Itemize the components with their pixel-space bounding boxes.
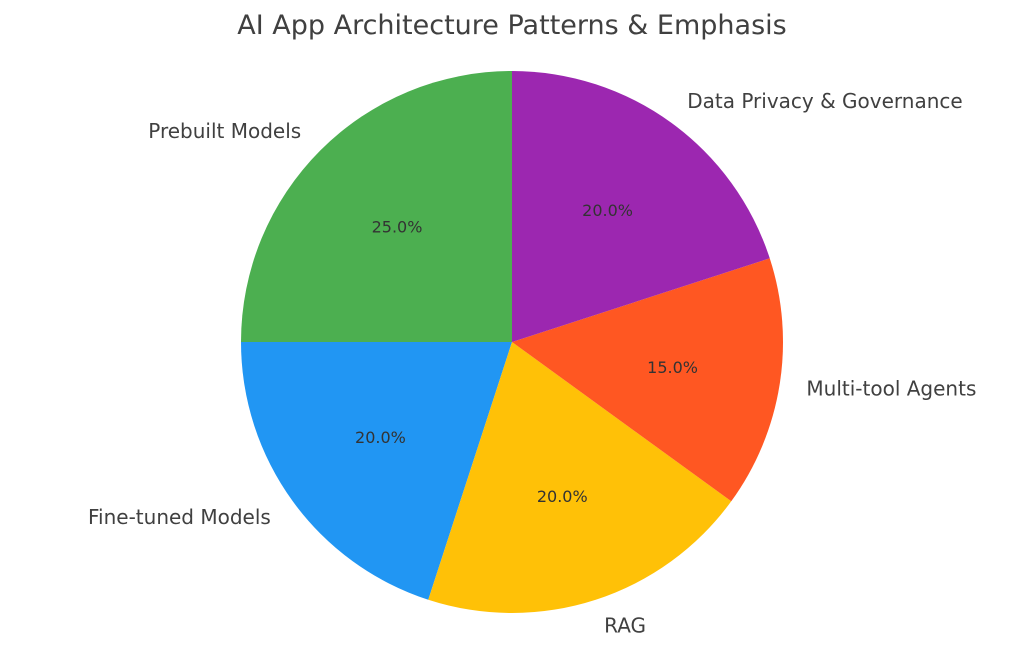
category-label-rag: RAG <box>604 614 646 638</box>
category-label-prebuilt-models: Prebuilt Models <box>148 119 301 143</box>
pie-slice-rag <box>428 342 732 614</box>
pie-slice-multi-tool-agents <box>512 258 783 502</box>
category-label-multi-tool-agents: Multi-tool Agents <box>806 377 976 401</box>
category-label-data-privacy-governance: Data Privacy & Governance <box>687 89 963 113</box>
pct-label-rag: 20.0% <box>537 487 588 506</box>
pie-slices <box>241 71 783 614</box>
pct-label-fine-tuned-models: 20.0% <box>355 428 406 447</box>
pct-label-multi-tool-agents: 15.0% <box>647 358 698 377</box>
pie-slice-data-privacy-governance <box>512 71 770 342</box>
pie-slice-prebuilt-models <box>241 71 512 342</box>
chart-title: AI App Architecture Patterns & Emphasis <box>237 10 786 41</box>
pct-label-prebuilt-models: 25.0% <box>372 218 423 237</box>
category-labels: Prebuilt Models Fine-tuned Models RAG Multi… <box>88 89 976 638</box>
percentage-labels: 25.0% 20.0% 20.0% 15.0% 20.0% <box>355 201 698 506</box>
category-label-fine-tuned-models: Fine-tuned Models <box>88 505 271 529</box>
pie-slice-fine-tuned-models <box>241 342 512 600</box>
pct-label-data-privacy-governance: 20.0% <box>582 201 633 220</box>
